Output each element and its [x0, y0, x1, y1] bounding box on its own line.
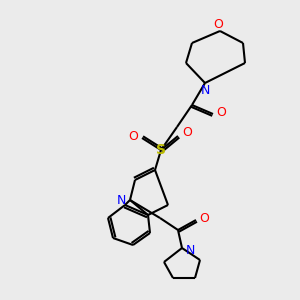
- Text: N: N: [116, 194, 126, 206]
- Text: O: O: [213, 17, 223, 31]
- Text: O: O: [216, 106, 226, 119]
- Text: N: N: [185, 244, 195, 256]
- Text: N: N: [200, 83, 210, 97]
- Text: O: O: [128, 130, 138, 143]
- Text: S: S: [156, 143, 166, 157]
- Text: O: O: [182, 127, 192, 140]
- Text: O: O: [199, 212, 209, 224]
